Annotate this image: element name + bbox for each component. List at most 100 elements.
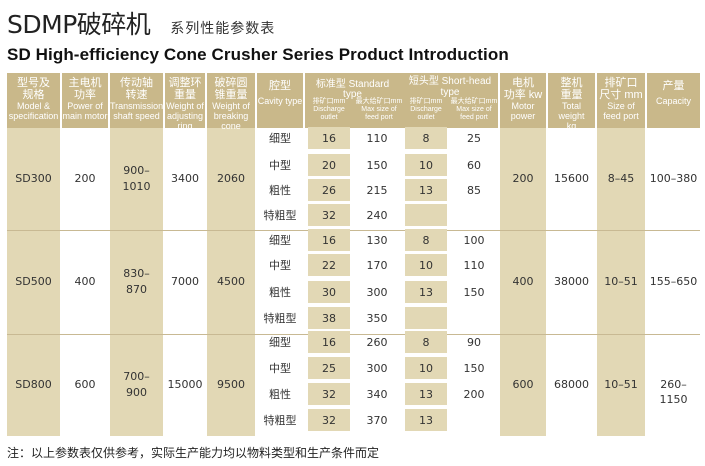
header-cavity (257, 73, 303, 128)
cavity-cell: 粗性 (269, 286, 291, 299)
header-sub-2: 排矿口mm Discharge outlet (409, 98, 443, 121)
header-model-text-line: Model & (16, 101, 51, 111)
speed-cell: 900 (126, 386, 147, 399)
short-discharge-cell (405, 307, 447, 329)
short-feed-cell: 110 (463, 259, 485, 272)
header-sub-0: 排矿口mm Discharge outlet (312, 98, 346, 121)
header-speed-text-line: 传动轴 (120, 77, 153, 89)
header-capacity-cn: 产量 (662, 80, 685, 92)
header-cone-text: 破碎圆 锥重量 Weight of breaking cone (207, 77, 255, 131)
motor-cell: 200 (74, 172, 96, 185)
header-model (7, 73, 60, 128)
header-ring-text-line: adjusting ring (166, 111, 204, 131)
speed-cell: 1010 (122, 180, 151, 193)
header-cavity-text: 腔型 Cavity type (257, 80, 303, 106)
header-cone-text-line: 破碎圆 (214, 77, 248, 89)
short-feed-cell: 60 (467, 159, 481, 172)
header-feed-size-text-line: Size of (607, 101, 635, 111)
header-cavity-cn: 腔型 (269, 80, 291, 92)
header-weight-text-line: 重量 (560, 89, 583, 101)
header-motor-power-text-line: Motor (511, 101, 535, 111)
cavity-cell: 中型 (269, 159, 291, 172)
header-cone-text-line: 锥重量 (214, 89, 248, 101)
header-weight-text: 整机 重量 Total weight kg (548, 77, 595, 131)
column-band-3 (500, 128, 546, 436)
power-cell: 400 (512, 275, 534, 288)
header-weight (548, 73, 595, 128)
short-discharge-cell: 13 (405, 383, 447, 405)
weight-cell: 15600 (554, 172, 589, 185)
feed-size-cell: 10–51 (604, 378, 638, 391)
model-cell: SD800 (15, 378, 52, 391)
english-title: SD High-efficiency Cone Crusher Series P… (7, 45, 509, 64)
short-discharge-cell: 10 (405, 357, 447, 379)
cavity-cell: 细型 (269, 336, 291, 349)
std-discharge-cell: 32 (308, 204, 350, 226)
header-cone (207, 73, 255, 128)
group-separator (7, 334, 700, 335)
header-cone-text-line: breaking cone (213, 111, 249, 131)
header-feed-size-text-line: 排矿口 (604, 77, 638, 89)
short-discharge-cell: 8 (405, 127, 447, 149)
cavity-cell: 粗性 (269, 184, 291, 197)
header-standard-short (305, 73, 498, 128)
std-feed-cell: 150 (366, 159, 388, 172)
header-weight-text-line: 整机 (560, 77, 583, 89)
column-band-2 (207, 128, 255, 436)
std-discharge-cell: 16 (308, 331, 350, 353)
ring-cell: 15000 (167, 378, 203, 391)
cavity-cell: 特粗型 (263, 312, 297, 325)
short-discharge-cell: 10 (405, 254, 447, 276)
short-discharge-cell: 8 (405, 229, 447, 251)
std-discharge-cell: 20 (308, 154, 350, 176)
header-cone-text-line: Weight of (212, 101, 250, 111)
short-discharge-cell: 8 (405, 331, 447, 353)
header-speed-text-line: shaft speed (113, 111, 160, 121)
cavity-cell: 中型 (269, 362, 291, 375)
short-feed-cell: 85 (467, 184, 481, 197)
header-capacity-en: Capacity (655, 96, 691, 106)
std-discharge-cell: 32 (308, 383, 350, 405)
std-feed-cell: 170 (366, 259, 388, 272)
cone-cell: 4500 (217, 275, 245, 288)
header-short-text: 短头型 Short-head type (408, 76, 492, 98)
column-band-1 (110, 128, 163, 436)
short-discharge-cell: 13 (405, 409, 447, 431)
header-motor-power-text-line: 功率 kw (503, 89, 543, 101)
header-motor-text-line: 功率 (74, 89, 96, 101)
header-motor-text-line: 主电机 (68, 77, 102, 89)
header-model-text-line: specification (8, 111, 59, 121)
capacity-cell: 155–650 (649, 275, 698, 288)
group-separator (7, 230, 700, 231)
header-ring-text: 调整环 重量 Weight of adjusting ring (165, 77, 205, 131)
model-cell: SD500 (15, 275, 52, 288)
speed-cell: 700– (123, 370, 150, 383)
header-motor-power-text: 电机 功率 kw Motor power (500, 77, 546, 121)
cone-cell: 9500 (217, 378, 245, 391)
ring-cell: 7000 (171, 275, 199, 288)
header-model-text-line: 型号及 (17, 77, 50, 89)
footnote: 注：以上参数表仅供参考，实际生产能力均以物料类型和生产条件而定 (7, 446, 380, 460)
header-ring-text-line: Weight of (166, 101, 204, 111)
weight-cell: 38000 (554, 275, 589, 288)
header-feed_size (597, 73, 645, 128)
header-speed-text: 传动轴 转速 Transmission shaft speed (110, 77, 163, 121)
header-feed-size-text-line: 尺寸 mm (599, 89, 643, 101)
cavity-cell: 细型 (269, 234, 291, 247)
std-discharge-cell: 38 (308, 307, 350, 329)
short-feed-cell: 25 (467, 132, 481, 145)
short-discharge-cell: 10 (405, 154, 447, 176)
speed-cell: 870 (126, 283, 147, 296)
column-band-0 (7, 128, 60, 436)
header-model-text-line: 规格 (22, 89, 45, 101)
title-main: SDMP破碎机 (7, 10, 151, 39)
header-ring-text-line: 调整环 (168, 77, 202, 89)
header-motor-power-text-line: 电机 (512, 77, 534, 89)
header-ring (165, 73, 205, 128)
header-standard-text: 标准型 Standard type (315, 79, 390, 100)
header-motor_power (500, 73, 546, 128)
header-motor (62, 73, 108, 128)
header-ring-text-line: 重量 (174, 89, 196, 101)
header-capacity (647, 73, 700, 128)
std-feed-cell: 370 (366, 414, 388, 427)
